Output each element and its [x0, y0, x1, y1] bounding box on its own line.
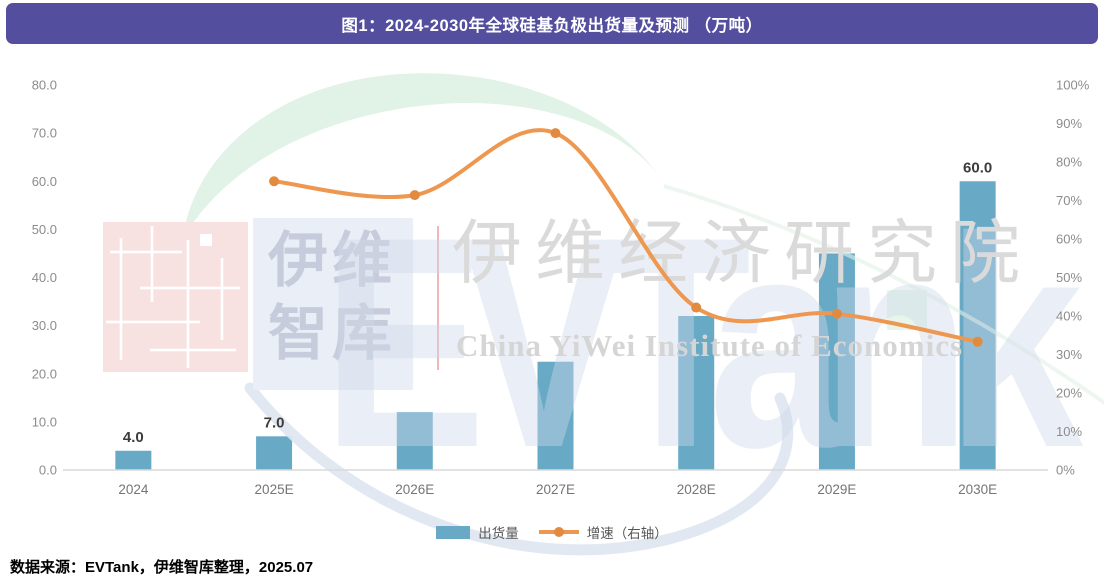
y-axis-right-tick-label: 70% — [1056, 193, 1082, 208]
x-axis-label-2025E: 2025E — [255, 482, 294, 497]
legend-line-label: 增速（右轴） — [586, 526, 668, 541]
y-axis-left-tick-label: 10.0 — [32, 414, 57, 429]
y-axis-right-tick-label: 10% — [1056, 424, 1082, 439]
growth-line-marker — [550, 128, 561, 139]
bar-value-label-2024: 4.0 — [123, 429, 144, 446]
legend: 出货量 增速（右轴） — [0, 522, 1104, 542]
x-axis-label-2028E: 2028E — [677, 482, 716, 497]
y-axis-left-tick-label: 40.0 — [32, 270, 57, 285]
y-axis-right-tick-label: 50% — [1056, 270, 1082, 285]
legend-bar-label: 出货量 — [478, 526, 519, 541]
legend-line-marker-icon — [553, 527, 564, 537]
legend-bar-swatch-icon — [436, 525, 471, 539]
growth-line-marker — [269, 176, 280, 187]
x-axis-label-2029E: 2029E — [817, 482, 856, 497]
y-axis-right-tick-label: 40% — [1056, 309, 1082, 324]
chart-title: 图1：2024-2030年全球硅基负极出货量及预测 （万吨） — [341, 16, 763, 35]
y-axis-right-tick-label: 90% — [1056, 116, 1082, 131]
y-axis-left-tick-label: 70.0 — [32, 126, 57, 141]
y-axis-right-tick-label: 80% — [1056, 155, 1082, 170]
growth-line-marker — [972, 336, 983, 347]
y-axis-left-tick-label: 60.0 — [32, 174, 57, 189]
y-axis-left-tick-label: 50.0 — [32, 222, 57, 237]
growth-line-marker — [691, 302, 702, 313]
y-axis-left-tick-label: 80.0 — [32, 78, 57, 93]
x-axis-label-2027E: 2027E — [536, 482, 575, 497]
growth-line — [272, 128, 980, 344]
x-axis-label-2026E: 2026E — [395, 482, 434, 497]
y-axis-left-tick-label: 30.0 — [32, 318, 57, 333]
y-axis-left-tick-label: 0.0 — [39, 463, 57, 478]
y-axis-right-tick-label: 60% — [1056, 232, 1082, 247]
y-axis-right-tick-label: 0% — [1056, 463, 1075, 478]
y-axis-right-tick-label: 100% — [1056, 78, 1090, 93]
legend-line-icon — [538, 527, 579, 537]
y-axis-right-tick-label: 20% — [1056, 386, 1082, 401]
source-note: 数据来源：EVTank，伊维智库整理，2025.07 — [10, 559, 314, 576]
x-axis-label-2024: 2024 — [118, 482, 149, 497]
y-axis-left-tick-label: 20.0 — [32, 366, 57, 381]
growth-line-marker — [831, 308, 842, 319]
y-axis-right-tick-label: 30% — [1056, 347, 1082, 362]
bar-value-label-2025E: 7.0 — [264, 414, 285, 431]
x-axis-label-2030E: 2030E — [958, 482, 997, 497]
bar-value-label-2030E: 60.0 — [963, 159, 992, 176]
chart-title-bar: 图1：2024-2030年全球硅基负极出货量及预测 （万吨） — [6, 3, 1098, 44]
bar-2024 — [115, 450, 152, 470]
growth-line-marker — [409, 190, 420, 201]
